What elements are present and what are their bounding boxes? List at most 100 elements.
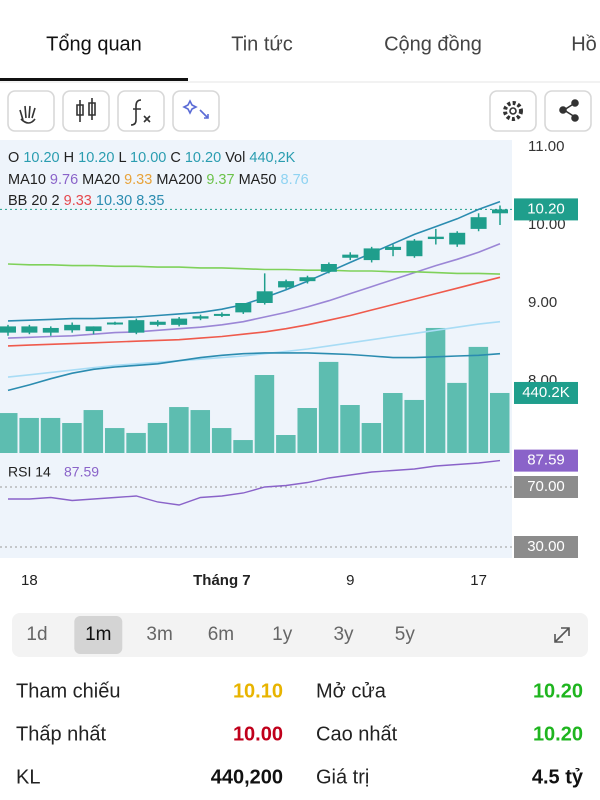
tab[interactable]: Tổng quan: [46, 33, 142, 55]
stat-label: Mở cửa: [316, 680, 387, 702]
period-button[interactable]: 3m: [146, 624, 172, 645]
legend-item: MA10: [8, 172, 50, 188]
period-button[interactable]: 6m: [208, 624, 234, 645]
volume-bar: [425, 327, 446, 453]
period-button[interactable]: 3y: [333, 624, 354, 645]
share-button[interactable]: [544, 90, 592, 132]
volume-bar: [468, 346, 489, 453]
stat-value: 10.20: [533, 680, 583, 702]
legend-item: 10.00: [130, 150, 170, 166]
stat-label: Giá trị: [316, 766, 369, 788]
legend-row: MA10 9.76 MA20 9.33 MA200 9.37 MA50 8.76: [8, 172, 309, 188]
share-dot: [571, 114, 579, 122]
indicator-line: [7, 276, 501, 347]
volume-bar: [233, 440, 253, 453]
legend-item: MA50: [239, 172, 281, 188]
legend-item: 9.37: [206, 172, 238, 188]
settings-button[interactable]: [489, 90, 537, 132]
ai-button[interactable]: [172, 90, 220, 132]
volume-bar: [297, 408, 317, 453]
candle-body: [0, 326, 16, 333]
volume-bar: [40, 417, 61, 453]
legend-item: 10.20: [78, 150, 118, 166]
legend-item: 10.20: [185, 150, 225, 166]
candle-icon: [76, 98, 96, 122]
gear-icon: [503, 101, 523, 121]
last-rsi-label: 87.59: [527, 452, 565, 469]
volume-bar: [383, 393, 403, 453]
stat-label: Cao nhất: [316, 723, 398, 745]
candle-body: [149, 321, 166, 325]
volume-bar: [490, 392, 510, 453]
legend-item: 10.20: [23, 150, 63, 166]
candle-body: [213, 313, 230, 316]
legend-row: BB 20 2 9.33 10.30 8.35: [8, 193, 164, 209]
indicator-line: [7, 352, 501, 392]
candle-body: [192, 316, 209, 319]
legend-item: H: [64, 150, 79, 166]
legend-item: MA200: [156, 172, 206, 188]
y-tick-label: 9.00: [528, 294, 557, 311]
last-rsi-badge: [514, 449, 578, 472]
indicator-button[interactable]: [117, 90, 165, 132]
legend-item: O: [8, 150, 23, 166]
last-volume-badge: [514, 381, 578, 404]
candle-body: [342, 254, 359, 258]
tab[interactable]: Cộng đồng: [384, 33, 482, 55]
period-button[interactable]: 1m: [85, 624, 111, 645]
period-button[interactable]: 1y: [272, 624, 293, 645]
candle-body: [299, 277, 316, 282]
candle-body: [171, 318, 188, 325]
volume-bar: [19, 417, 39, 453]
legend-item: BB 20 2: [8, 193, 64, 209]
rsi-line: [8, 459, 501, 506]
stat-label: Tham chiếu: [16, 680, 121, 702]
stat-value: 10.20: [533, 723, 583, 745]
x-tick-label: 17: [470, 572, 487, 589]
legend-item: MA20: [82, 172, 124, 188]
stat-value: 4.5 tỷ: [532, 766, 584, 788]
indicator-line: [7, 320, 501, 378]
volume-bar: [83, 410, 104, 453]
legend-item: L: [118, 150, 130, 166]
active-tab-underline: [0, 78, 188, 81]
stat-label: Thấp nhất: [16, 723, 107, 745]
legend-item: 9.33: [64, 193, 96, 209]
stat-value: 440,200: [211, 766, 283, 788]
volume-bar: [104, 428, 125, 453]
candle-body: [42, 327, 59, 333]
period-button[interactable]: 5y: [395, 624, 416, 645]
stat-value: 10.00: [233, 723, 283, 745]
volume-bar: [0, 413, 18, 453]
candle-body: [385, 246, 402, 250]
expand-icon[interactable]: [554, 627, 570, 643]
legend-item: 8.35: [136, 193, 164, 209]
y-tick-label: 11.00: [528, 138, 564, 155]
tab[interactable]: Tin tức: [231, 33, 293, 55]
rsi-level-badge: [514, 476, 578, 498]
indicator-line: [7, 263, 501, 275]
candle-body: [85, 326, 102, 332]
ai-icon: [182, 99, 209, 119]
candle-body: [106, 322, 123, 325]
legend-item: 9.76: [50, 172, 82, 188]
legend-item: 440,2K: [249, 150, 295, 166]
candle-body: [406, 240, 423, 257]
period-button[interactable]: 1d: [26, 624, 47, 645]
share-dot: [571, 99, 579, 107]
candle-body: [256, 291, 273, 303]
volume-bar: [447, 382, 467, 453]
candle-body: [449, 232, 466, 245]
volume-bar: [254, 375, 275, 453]
stat-value: 10.10: [233, 680, 283, 702]
hand-button[interactable]: [7, 90, 55, 132]
candle-body: [128, 320, 145, 333]
volume-bar: [190, 410, 211, 453]
candle-body: [278, 281, 295, 288]
volume-bar: [147, 423, 168, 453]
tab[interactable]: Hồ: [571, 33, 597, 55]
candle-body: [470, 217, 487, 229]
legend-item: 8.76: [281, 172, 309, 188]
candle-button[interactable]: [62, 90, 110, 132]
